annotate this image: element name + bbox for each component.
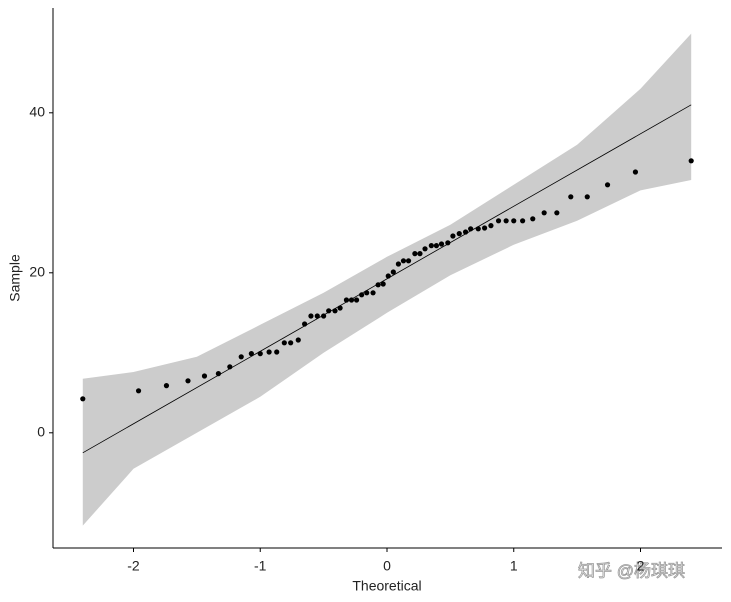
sample-point [380,281,386,287]
sample-point [568,194,574,200]
sample-point [348,297,355,303]
sample-point [185,378,191,384]
sample-point [288,340,294,346]
sample-point [433,243,440,249]
sample-point [495,218,502,224]
sample-point [353,297,360,303]
sample-point [417,251,423,257]
sample-point [412,251,418,257]
sample-point [604,182,611,188]
x-tick-label: 2 [637,558,645,574]
sample-point [266,349,272,355]
sample-point [281,340,287,346]
x-tick-label: -1 [254,558,267,574]
y-tick-label: 40 [29,104,45,120]
sample-point [456,231,462,237]
sample-point [445,240,451,246]
sample-point [135,388,142,394]
sample-point [422,246,428,252]
sample-point [503,218,509,224]
sample-point [438,241,445,247]
sample-point [321,313,327,319]
sample-point [337,305,343,311]
sample-point [475,226,481,232]
sample-point [295,337,301,343]
x-tick-label: 1 [510,558,518,574]
sample-point [215,371,222,377]
sample-point [248,351,254,357]
sample-point [488,223,494,229]
x-tick-label: -2 [127,558,140,574]
sample-point [80,396,86,402]
sample-point [530,216,536,222]
reference-line [82,104,692,454]
sample-point [520,218,526,224]
sample-point [364,290,370,296]
sample-point [428,243,434,249]
sample-point [385,273,391,279]
sample-point [227,364,233,370]
sample-point [554,210,560,216]
sample-point [584,194,590,200]
sample-point [163,383,170,389]
sample-point [468,226,474,232]
sample-point [541,210,547,216]
x-axis-title: Theoretical [352,578,421,594]
sample-point [395,261,402,267]
confidence-band [82,33,692,526]
sample-point [450,233,456,239]
sample-point [400,258,407,264]
y-tick-label: 20 [29,264,45,280]
sample-point [314,313,320,319]
sample-point [332,308,338,314]
y-axis-title: Sample [7,254,23,302]
sample-point [511,218,517,224]
sample-point [302,321,308,327]
sample-point [688,158,694,164]
sample-point [462,229,469,235]
sample-point [375,282,381,288]
sample-point [359,292,365,298]
watermark: 知乎 @杨琪琪 [578,561,685,580]
sample-point [632,169,639,175]
sample-point [238,354,244,360]
sample-point [274,349,280,355]
sample-point [390,269,396,275]
sample-point [308,313,314,319]
y-tick-label: 0 [37,424,45,440]
sample-point [257,351,263,357]
sample-point [405,258,412,264]
sample-point [481,225,488,231]
sample-point [370,290,376,296]
sample-point [201,373,208,379]
sample-point [326,308,332,314]
sample-point [343,297,350,303]
x-tick-label: 0 [383,558,391,574]
